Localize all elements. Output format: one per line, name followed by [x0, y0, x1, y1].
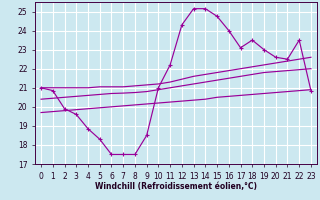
- X-axis label: Windchill (Refroidissement éolien,°C): Windchill (Refroidissement éolien,°C): [95, 182, 257, 191]
